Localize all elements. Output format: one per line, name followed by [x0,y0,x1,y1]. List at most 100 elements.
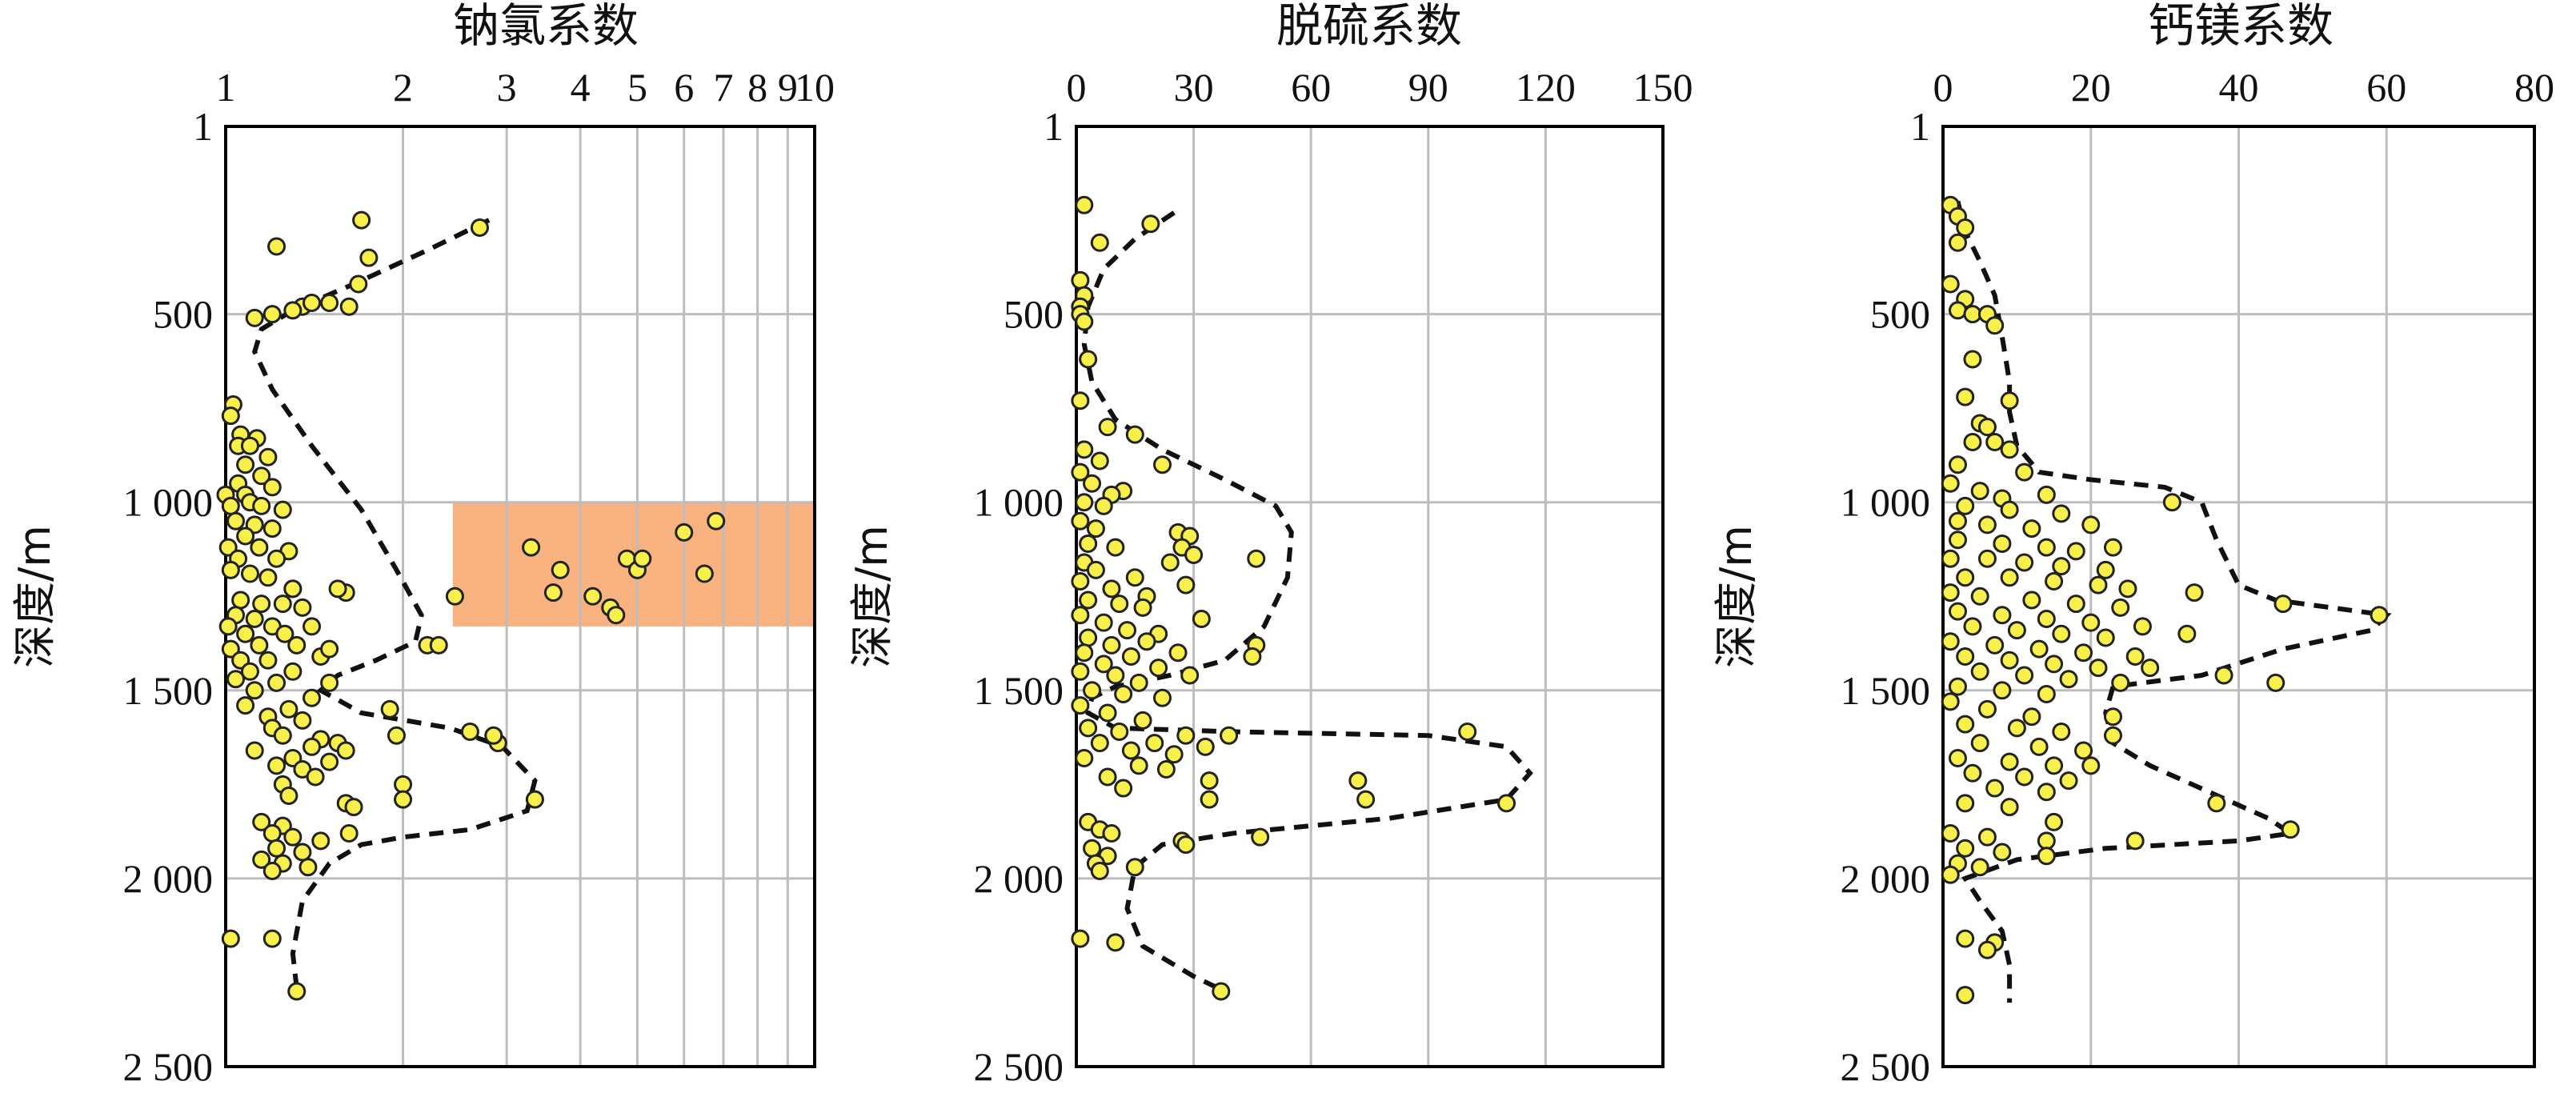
data-point [394,790,413,809]
data-point [1156,760,1176,779]
data-point [2081,756,2101,775]
data-point [2281,820,2300,839]
data-point [2059,670,2078,689]
data-point [1090,734,1109,753]
data-point [302,688,322,707]
data-point [298,858,318,877]
x-tick-label-6: 6 [674,65,694,110]
data-point [2022,519,2041,538]
data-point [1102,823,1121,843]
data-point [252,466,271,486]
data-point [302,737,322,756]
data-point [1176,575,1196,595]
y-tick-label-1: 1 [193,104,213,149]
data-point [1160,553,1180,572]
data-point [320,673,339,692]
data-point [394,775,413,794]
data-point [2214,666,2233,685]
data-point [695,564,714,583]
data-point [1075,748,1094,767]
data-point [279,786,298,805]
data-point [1129,756,1148,775]
trend-line [251,218,538,988]
x-tick-label-60: 60 [1291,65,1331,110]
data-point [2052,723,2071,742]
data-point [231,591,250,610]
data-point [1071,662,1090,681]
data-point [1985,316,2005,335]
data-point [2370,606,2389,625]
data-point [1956,568,1975,587]
panel-title: 钠氯系数 [453,0,639,53]
x-tick-label-1: 1 [216,65,236,110]
data-point [607,606,626,625]
data-point [1071,696,1090,715]
data-point [1970,662,1989,681]
data-point [1985,779,2005,798]
data-point [1970,858,1989,877]
data-point [221,560,240,579]
x-tick-label-80: 80 [2514,65,2554,110]
data-point [1956,496,1975,515]
data-point [1129,673,1148,692]
data-point [258,568,278,587]
data-point [1125,425,1144,444]
data-point [245,741,264,760]
data-point [1176,835,1196,855]
data-point [2045,571,2064,591]
data-point [236,624,255,643]
data-point [1948,301,1967,320]
data-point [1956,218,1975,237]
data-point [1977,549,1997,568]
data-point [267,839,286,858]
data-point [2022,591,2041,610]
data-point [287,982,306,1001]
panel-nacl-coefficient: 1 2 3 4 5 6 7 8 910 1 500 1 000 1 500 2 000 2 500 钠氯系数深… [10,0,835,1089]
data-point [328,579,347,599]
data-point [1153,455,1172,474]
data-point [262,823,282,843]
data-point [1071,511,1090,530]
plot-frame [224,125,816,1068]
data-point [236,526,255,546]
data-point [1192,609,1211,628]
x-tick-label-120: 120 [1516,65,1576,110]
data-point [2274,595,2293,614]
data-point [1079,628,1098,647]
data-point [2015,462,2034,482]
data-point [2118,579,2137,599]
panel-title: 钙镁系数 [2148,0,2334,53]
data-point [387,726,406,745]
data-point [460,723,479,742]
data-point [1071,391,1090,410]
x-tick-label-30: 30 [1174,65,1214,110]
data-point [221,639,240,659]
data-point [1963,763,1982,783]
data-point [2037,783,2056,802]
data-point [226,670,246,689]
data-point [1083,681,1102,700]
data-point [470,218,489,237]
data-point [1993,843,2012,862]
y-tick-label-1000: 1 000 [1841,480,1931,525]
y-tick-label-2500: 2 500 [123,1044,214,1089]
x-tick-label-10: 10 [795,65,835,110]
data-point [1153,688,1172,707]
y-tick-label-1: 1 [1044,104,1064,149]
data-point [1985,635,2005,655]
data-point [1948,455,1967,474]
data-point [1200,790,1219,809]
data-point [1094,655,1113,674]
x-tick-label-7: 7 [713,65,733,110]
data-point [252,496,271,515]
data-point [583,587,603,606]
data-point [2081,613,2101,632]
data-point [2059,771,2078,791]
data-point [236,696,255,715]
data-point [1149,659,1168,678]
data-point [2089,659,2108,678]
data-point [1956,647,1975,666]
data-point [1086,560,1105,579]
data-point [2022,707,2041,727]
data-point [2066,542,2085,561]
